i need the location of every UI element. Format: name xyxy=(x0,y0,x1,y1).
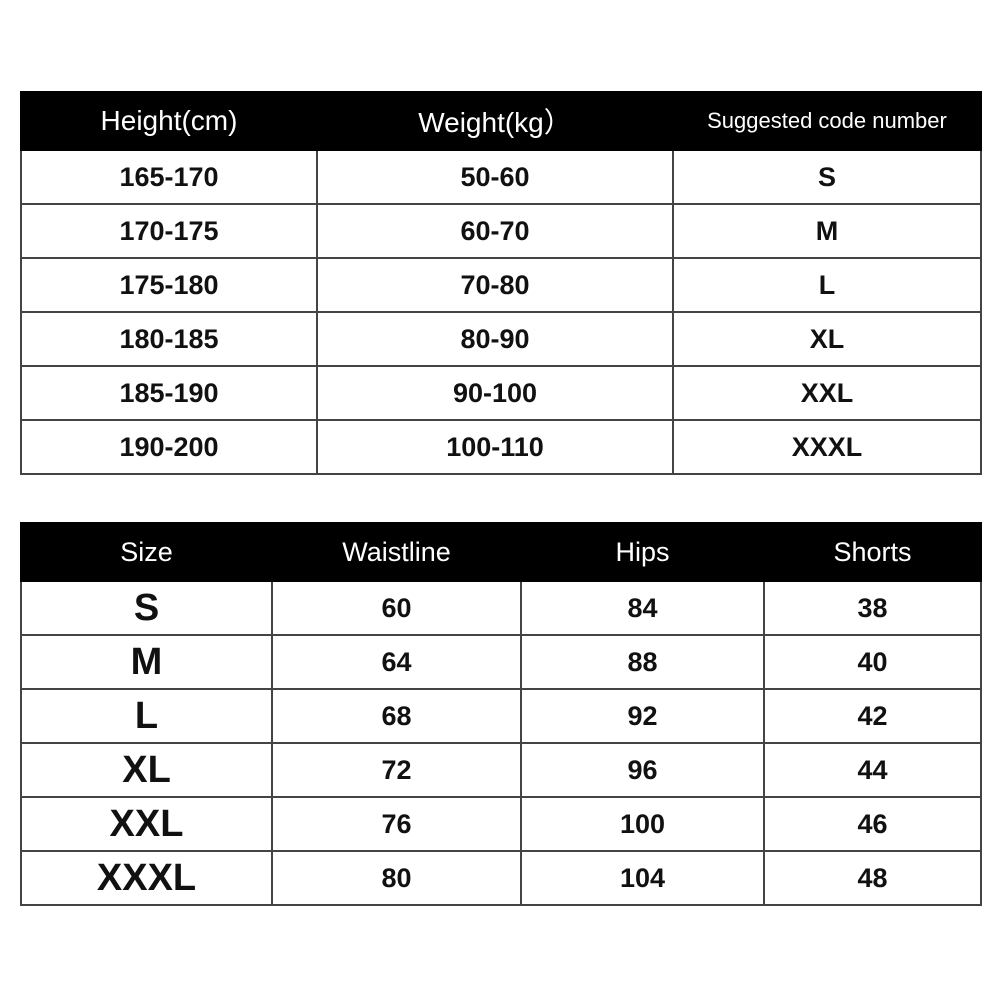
shorts-cell: 38 xyxy=(763,580,982,636)
waistline-cell: 76 xyxy=(271,796,522,852)
weight-cell: 60-70 xyxy=(316,203,674,259)
size-cell: XL xyxy=(20,742,273,798)
waistline-cell: 68 xyxy=(271,688,522,744)
hips-cell: 96 xyxy=(520,742,765,798)
suggested-code-cell: S xyxy=(672,149,982,205)
hips-cell: 92 xyxy=(520,688,765,744)
shorts-cell: 42 xyxy=(763,688,982,744)
height-cell: 190-200 xyxy=(20,419,318,475)
header-waistline: Waistline xyxy=(271,522,522,582)
hips-cell: 84 xyxy=(520,580,765,636)
suggested-code-cell: XXL xyxy=(672,365,982,421)
weight-cell: 70-80 xyxy=(316,257,674,313)
table-row: XXXL 80 104 48 xyxy=(20,850,982,906)
table-row: 175-180 70-80 L xyxy=(20,257,982,313)
suggested-code-cell: XL xyxy=(672,311,982,367)
table-row: 185-190 90-100 XXL xyxy=(20,365,982,421)
height-cell: 170-175 xyxy=(20,203,318,259)
suggested-code-cell: M xyxy=(672,203,982,259)
table-row: M 64 88 40 xyxy=(20,634,982,690)
size-cell: XXL xyxy=(20,796,273,852)
table-header-row: Height(cm) Weight(kg） Suggested code num… xyxy=(20,91,982,151)
table-row: 180-185 80-90 XL xyxy=(20,311,982,367)
table-row: S 60 84 38 xyxy=(20,580,982,636)
height-cell: 175-180 xyxy=(20,257,318,313)
size-cell: XXXL xyxy=(20,850,273,906)
weight-cell: 50-60 xyxy=(316,149,674,205)
hips-cell: 104 xyxy=(520,850,765,906)
table-row: 190-200 100-110 XXXL xyxy=(20,419,982,475)
height-cell: 165-170 xyxy=(20,149,318,205)
shorts-cell: 48 xyxy=(763,850,982,906)
size-cell: L xyxy=(20,688,273,744)
table-row: XXL 76 100 46 xyxy=(20,796,982,852)
waistline-cell: 80 xyxy=(271,850,522,906)
table-row: XL 72 96 44 xyxy=(20,742,982,798)
size-measurements-table: Size Waistline Hips Shorts S 60 84 38 M 64 88 4… xyxy=(20,522,982,906)
header-height: Height(cm) xyxy=(20,91,318,151)
header-suggested-code: Suggested code number xyxy=(672,91,982,151)
table-row: L 68 92 42 xyxy=(20,688,982,744)
header-size: Size xyxy=(20,522,273,582)
waistline-cell: 60 xyxy=(271,580,522,636)
hips-cell: 100 xyxy=(520,796,765,852)
suggested-code-cell: XXXL xyxy=(672,419,982,475)
table-row: 165-170 50-60 S xyxy=(20,149,982,205)
size-cell: S xyxy=(20,580,273,636)
shorts-cell: 44 xyxy=(763,742,982,798)
height-cell: 180-185 xyxy=(20,311,318,367)
table-header-row: Size Waistline Hips Shorts xyxy=(20,522,982,582)
header-shorts: Shorts xyxy=(763,522,982,582)
height-cell: 185-190 xyxy=(20,365,318,421)
weight-cell: 100-110 xyxy=(316,419,674,475)
hips-cell: 88 xyxy=(520,634,765,690)
weight-cell: 90-100 xyxy=(316,365,674,421)
shorts-cell: 40 xyxy=(763,634,982,690)
size-cell: M xyxy=(20,634,273,690)
header-weight: Weight(kg） xyxy=(316,91,674,151)
waistline-cell: 64 xyxy=(271,634,522,690)
table-row: 170-175 60-70 M xyxy=(20,203,982,259)
shorts-cell: 46 xyxy=(763,796,982,852)
waistline-cell: 72 xyxy=(271,742,522,798)
suggested-code-cell: L xyxy=(672,257,982,313)
header-hips: Hips xyxy=(520,522,765,582)
height-weight-size-table: Height(cm) Weight(kg） Suggested code num… xyxy=(20,91,982,475)
weight-cell: 80-90 xyxy=(316,311,674,367)
